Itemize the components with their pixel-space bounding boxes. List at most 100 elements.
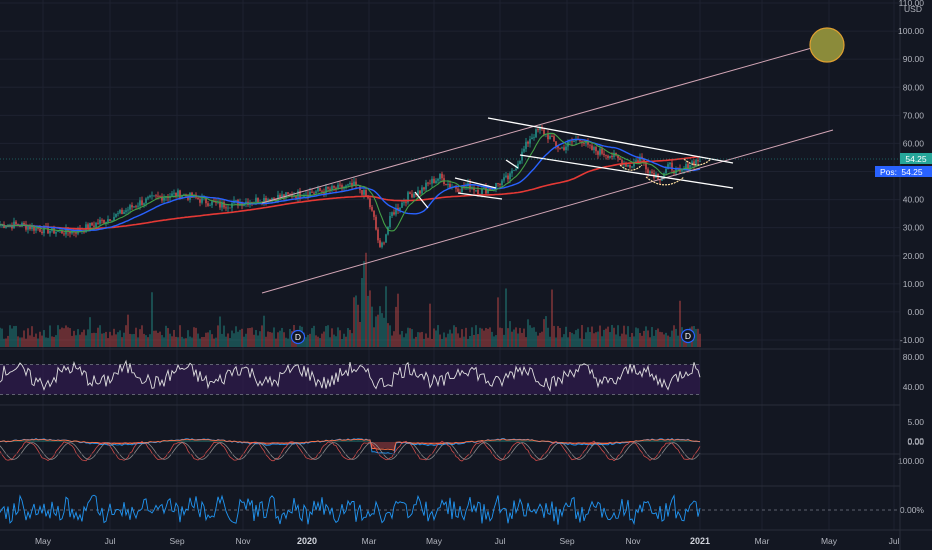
volume-bar — [353, 297, 355, 347]
volume-bar — [1, 328, 3, 347]
volume-bar — [193, 327, 195, 347]
volume-bar — [187, 330, 189, 347]
position-tag[interactable]: Pos: 54.25 — [875, 166, 932, 177]
candle-body — [383, 242, 385, 244]
roc-tick-label: 0.00% — [900, 505, 925, 515]
candle-body — [463, 185, 465, 188]
macd-histogram-bar — [335, 440, 337, 442]
candle-body — [27, 226, 29, 230]
candle-body — [335, 187, 337, 190]
volume-bar — [307, 334, 309, 347]
volume-bar — [13, 326, 15, 347]
macd-histogram-bar — [221, 440, 223, 442]
candle-body — [469, 182, 471, 189]
volume-bar — [155, 330, 157, 347]
volume-bar — [419, 332, 421, 347]
volume-bar — [103, 333, 105, 347]
candle-body — [633, 162, 635, 167]
macd-histogram-bar — [337, 440, 339, 442]
volume-bar — [523, 328, 525, 347]
volume-bar — [667, 335, 669, 347]
volume-bar — [411, 329, 413, 347]
volume-bar — [423, 338, 425, 347]
volume-bar — [647, 330, 649, 347]
candle-body — [687, 164, 689, 170]
volume-bar — [651, 327, 653, 347]
price-tick-label: 30.00 — [903, 223, 925, 233]
macd-histogram-bar — [429, 442, 431, 444]
candle-body — [211, 201, 213, 206]
candle-body — [537, 129, 539, 131]
volume-bar — [15, 325, 17, 347]
macd-histogram-bar — [531, 440, 533, 442]
dividend-marker[interactable]: D — [290, 329, 306, 345]
macd-histogram-bar — [23, 440, 25, 442]
volume-bar — [421, 331, 423, 347]
macd-histogram-bar — [127, 442, 129, 444]
stochastic-k-line — [0, 440, 701, 462]
macd-histogram-bar — [505, 440, 507, 442]
volume-bar — [113, 328, 115, 347]
volume-bar — [125, 325, 127, 347]
volume-bar — [45, 337, 47, 347]
volume-bar — [529, 325, 531, 347]
volume-bar — [161, 335, 163, 347]
candle-body — [207, 203, 209, 206]
volume-bar — [229, 338, 231, 347]
volume-bar — [93, 332, 95, 347]
macd-histogram-bar — [197, 440, 199, 442]
macd-histogram-bar — [167, 441, 169, 442]
time-axis[interactable]: May Jul Sep Nov 2020 Mar May Jul Sep Nov 2021 Mar Ma… — [35, 536, 900, 546]
macd-histogram-bar — [361, 440, 363, 442]
volume-bar — [243, 336, 245, 347]
volume-bar — [605, 328, 607, 347]
macd-histogram-bar — [173, 441, 175, 442]
volume-bar — [79, 334, 81, 347]
volume-bar — [559, 327, 561, 347]
volume-bar — [581, 325, 583, 347]
macd-histogram-bar — [207, 440, 209, 442]
macd-histogram-bar — [41, 440, 43, 442]
dividend-marker[interactable]: D — [680, 328, 696, 344]
candle-body — [337, 184, 339, 190]
volume-bar — [513, 329, 515, 347]
macd-histogram-bar — [53, 440, 55, 442]
volume-bar — [323, 331, 325, 347]
macd-histogram-bar — [499, 440, 501, 442]
candle-body — [295, 195, 297, 199]
volume-bar — [311, 328, 313, 347]
volume-bar — [309, 333, 311, 347]
candle-body — [341, 185, 343, 189]
candle-body — [279, 194, 281, 198]
volume-bar — [565, 326, 567, 347]
macd-histogram-bar — [373, 442, 375, 448]
volume-bar — [181, 336, 183, 347]
candle-body — [611, 155, 613, 158]
volume-bar — [269, 332, 271, 347]
macd-histogram-bar — [571, 442, 573, 444]
target-circle — [809, 27, 845, 63]
macd-histogram-bar — [529, 440, 531, 442]
macd-histogram-bar — [63, 440, 65, 442]
candle-body — [325, 186, 327, 194]
candle-body — [107, 219, 109, 222]
candle-body — [303, 196, 305, 198]
last-price-tag: 54.25 — [900, 153, 932, 164]
price-tick-label: 60.00 — [903, 138, 925, 148]
candle-body — [411, 193, 413, 198]
candle-body — [379, 240, 381, 247]
macd-histogram-bar — [349, 440, 351, 442]
volume-bar — [335, 336, 337, 347]
volume-bar — [331, 328, 333, 347]
volume-bar — [385, 286, 387, 347]
macd-histogram-bar — [29, 440, 31, 442]
volume-bar — [429, 303, 431, 347]
macd-histogram-bar — [665, 440, 667, 442]
candle-body — [123, 211, 125, 214]
macd-histogram-bar — [291, 442, 293, 444]
macd-histogram-bar — [661, 440, 663, 442]
volume-bar — [391, 335, 393, 347]
volume-bar — [393, 331, 395, 347]
volume-bar — [343, 333, 345, 347]
